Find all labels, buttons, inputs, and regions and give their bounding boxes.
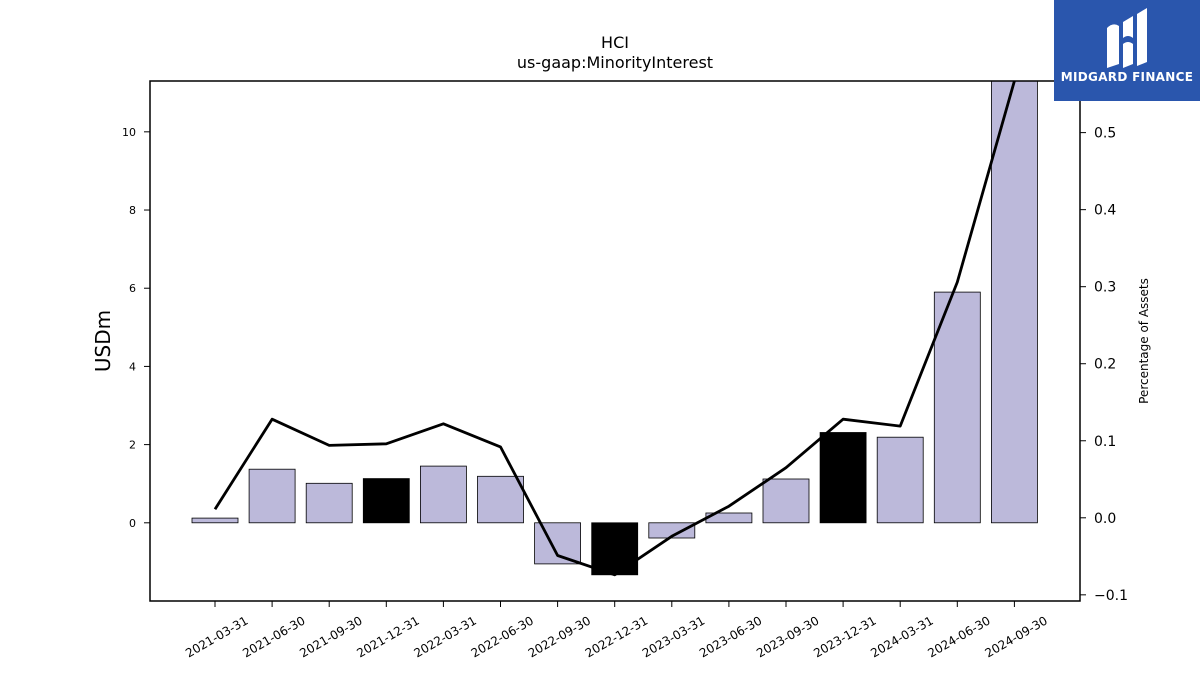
x-tick-label: 2023-06-30 [697, 613, 764, 660]
x-tick-label: 2024-03-31 [868, 613, 935, 660]
y2-tick-label: 0.4 [1094, 203, 1116, 219]
midgard-logo-icon [1107, 8, 1147, 68]
x-tick-label: 2022-03-31 [411, 613, 478, 660]
chart-title: HCI [601, 33, 629, 52]
bar-2021-12-31 [362, 478, 410, 524]
line-group [213, 80, 1016, 577]
y2-tick-label: 0.1 [1094, 434, 1116, 450]
y-tick-label: 4 [129, 360, 136, 373]
x-tick-label: 2023-03-31 [640, 613, 707, 660]
bar-2021-06-30 [248, 468, 296, 524]
bars-group [191, 80, 1038, 576]
bar-2022-12-31 [591, 522, 639, 576]
bar-2024-06-30 [933, 291, 981, 524]
x-tick-label: 2023-12-31 [811, 613, 878, 660]
y-tick-label: 2 [129, 439, 136, 452]
y-axis-right: −0.1 0.0 0.1 0.2 0.3 0.4 0.5 [1080, 126, 1128, 604]
y2-tick-label: 0.5 [1094, 126, 1116, 142]
bar-2021-03-31 [191, 517, 239, 524]
y2-tick-label: 0.2 [1094, 357, 1116, 373]
y2-tick-label: 0.0 [1094, 511, 1116, 527]
y2-tick-label: 0.3 [1094, 280, 1116, 296]
x-tick-label: 2024-06-30 [925, 613, 992, 660]
y-axis-label: USDm [91, 310, 115, 372]
bar-2024-09-30 [991, 80, 1038, 524]
y2-tick-label: −0.1 [1094, 588, 1128, 604]
x-tick-label: 2022-09-30 [526, 613, 593, 660]
x-tick-label: 2021-09-30 [297, 613, 364, 660]
bar-2023-12-31 [819, 432, 867, 524]
bar-2022-06-30 [477, 475, 524, 524]
x-tick-label: 2022-12-31 [583, 613, 650, 660]
x-tick-label: 2024-09-30 [982, 613, 1049, 660]
bar-2024-03-31 [876, 436, 924, 524]
x-tick-label: 2021-06-30 [240, 613, 307, 660]
bar-2022-09-30 [534, 522, 581, 565]
y-tick-label: 6 [129, 282, 136, 295]
bar-2021-09-30 [305, 482, 353, 524]
bar-2023-03-31 [648, 522, 696, 539]
percentage-line [213, 80, 1016, 577]
x-tick-label: 2022-06-30 [469, 613, 536, 660]
x-tick-label: 2021-12-31 [354, 613, 421, 660]
x-axis: 2021-03-312021-06-302021-09-302021-12-31… [183, 601, 1050, 660]
y-tick-label: 0 [129, 517, 136, 530]
y-tick-label: 10 [122, 126, 136, 139]
y-axis-left: 0 2 4 6 8 10 [122, 126, 150, 530]
x-tick-label: 2023-09-30 [754, 613, 821, 660]
brand-name: MIDGARD FINANCE [1060, 70, 1194, 84]
y-tick-label: 8 [129, 204, 136, 217]
bar-2022-03-31 [419, 465, 467, 524]
y2-axis-label: Percentage of Assets [1137, 278, 1151, 404]
x-tick-label: 2021-03-31 [183, 613, 250, 660]
bar-2023-09-30 [762, 478, 810, 524]
chart-subtitle: us-gaap:MinorityInterest [517, 53, 713, 72]
brand-logo: MIDGARD FINANCE [1054, 0, 1200, 101]
